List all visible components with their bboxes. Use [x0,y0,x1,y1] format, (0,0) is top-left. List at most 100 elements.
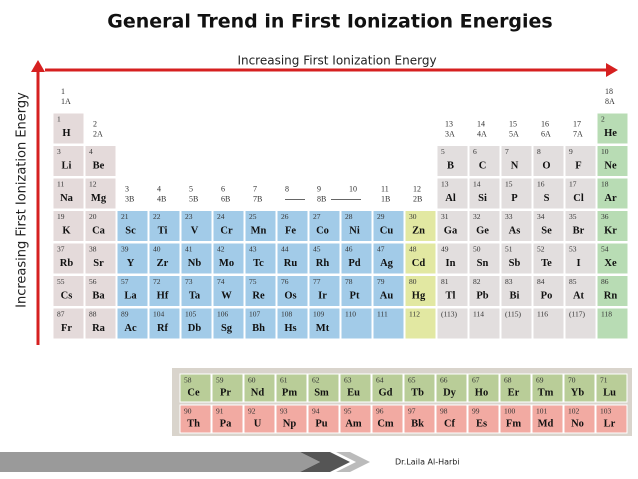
element-symbol: Ag [380,258,394,269]
element-cell [84,177,117,210]
atomic-number: 27 [313,212,321,221]
element-symbol: F [575,160,581,171]
atomic-number: 64 [376,376,384,385]
element-symbol: Sb [509,258,521,269]
atomic-number: 48 [409,245,417,254]
element-symbol: Fm [506,418,521,429]
element-cell [371,404,404,434]
atomic-number: 11 [57,180,64,189]
atomic-number: 81 [441,277,449,286]
atomic-number: 43 [249,245,257,254]
atomic-number: 24 [217,212,225,221]
atomic-number: 36 [601,212,609,221]
element-symbol: Ar [604,193,617,204]
element-cell [435,373,468,403]
element-symbol: Mg [91,193,107,204]
element-symbol: Ba [92,290,105,301]
element-symbol: At [573,290,585,301]
group-label: 3A [445,129,455,138]
element-symbol: Tl [446,290,456,301]
element-symbol: U [254,418,262,429]
element-cell [596,145,629,177]
element-cell [468,177,501,210]
horizontal-arrow-label: Increasing First Ionization Energy [237,54,436,68]
group-number: 17 [573,119,581,128]
element-cell [307,373,340,403]
element-cell [436,242,469,275]
element-cell [212,307,245,340]
element-cell [532,145,565,177]
group-label: 1B [381,194,390,203]
element-cell [500,307,533,340]
group-label: 8B [317,194,326,203]
atomic-number: 85 [569,277,577,286]
element-cell [436,145,469,177]
atomic-number: 6 [473,147,477,156]
element-symbol: Au [380,290,394,301]
element-cell [564,307,597,340]
atomic-number: 66 [440,376,448,385]
element-cell [52,177,85,210]
vertical-arrowhead [31,60,45,72]
group-number: 9 [317,184,321,193]
element-cell [595,373,628,403]
element-cell [116,210,149,242]
element-symbol: Sm [314,387,329,398]
element-cell [340,210,373,242]
atomic-number: 92 [248,407,256,416]
element-cell [372,242,405,275]
atomic-number: 30 [409,212,417,221]
element-symbol: Pd [348,258,360,269]
element-cell [52,145,85,177]
atomic-number: 71 [600,376,608,385]
element-symbol: Ge [476,225,489,236]
element-symbol: Ca [92,225,106,236]
element-cell [531,404,564,434]
element-cell [84,242,117,275]
element-symbol: Fr [61,323,72,334]
element-cell [404,275,437,307]
group-number: 2 [93,119,97,128]
atomic-number: 47 [377,245,385,254]
atomic-number: 1 [57,115,61,124]
atomic-number: 73 [185,277,193,286]
element-symbol: Gd [378,387,392,398]
atomic-number: 112 [409,310,420,319]
element-symbol: Rb [60,258,74,269]
element-cell [116,275,149,307]
element-symbol: Cf [444,418,456,429]
element-cell [52,307,85,340]
atomic-number: 23 [185,212,193,221]
element-symbol: O [542,160,550,171]
group-number: 14 [477,119,485,128]
element-symbol: Mo [219,258,234,269]
atomic-number: 13 [441,180,449,189]
atomic-number: 19 [57,212,65,221]
element-cell [404,210,437,242]
group-number: 11 [381,184,389,193]
atomic-number: 99 [472,407,480,416]
atomic-number: 110 [345,310,356,319]
element-symbol: Ga [444,225,458,236]
atomic-number: 37 [57,245,65,254]
element-symbol: Y [127,258,135,269]
group-label: 6B [221,194,230,203]
element-symbol: Tb [411,387,424,398]
element-symbol: Ti [158,225,168,236]
group-label: 4B [157,194,166,203]
element-cell [52,112,85,145]
element-symbol: Ne [604,160,617,171]
element-symbol: Bh [252,323,265,334]
element-symbol: Cr [220,225,233,236]
element-symbol: Cs [61,290,73,301]
element-symbol: La [124,290,137,301]
element-cell [340,275,373,307]
element-cell [180,242,213,275]
element-symbol: Na [60,193,74,204]
atomic-number: (115) [505,310,521,319]
group-number: 1 [61,87,65,96]
element-symbol: Se [541,225,552,236]
atomic-number: 31 [441,212,449,221]
element-symbol: Al [445,193,456,204]
element-cell [179,373,212,403]
